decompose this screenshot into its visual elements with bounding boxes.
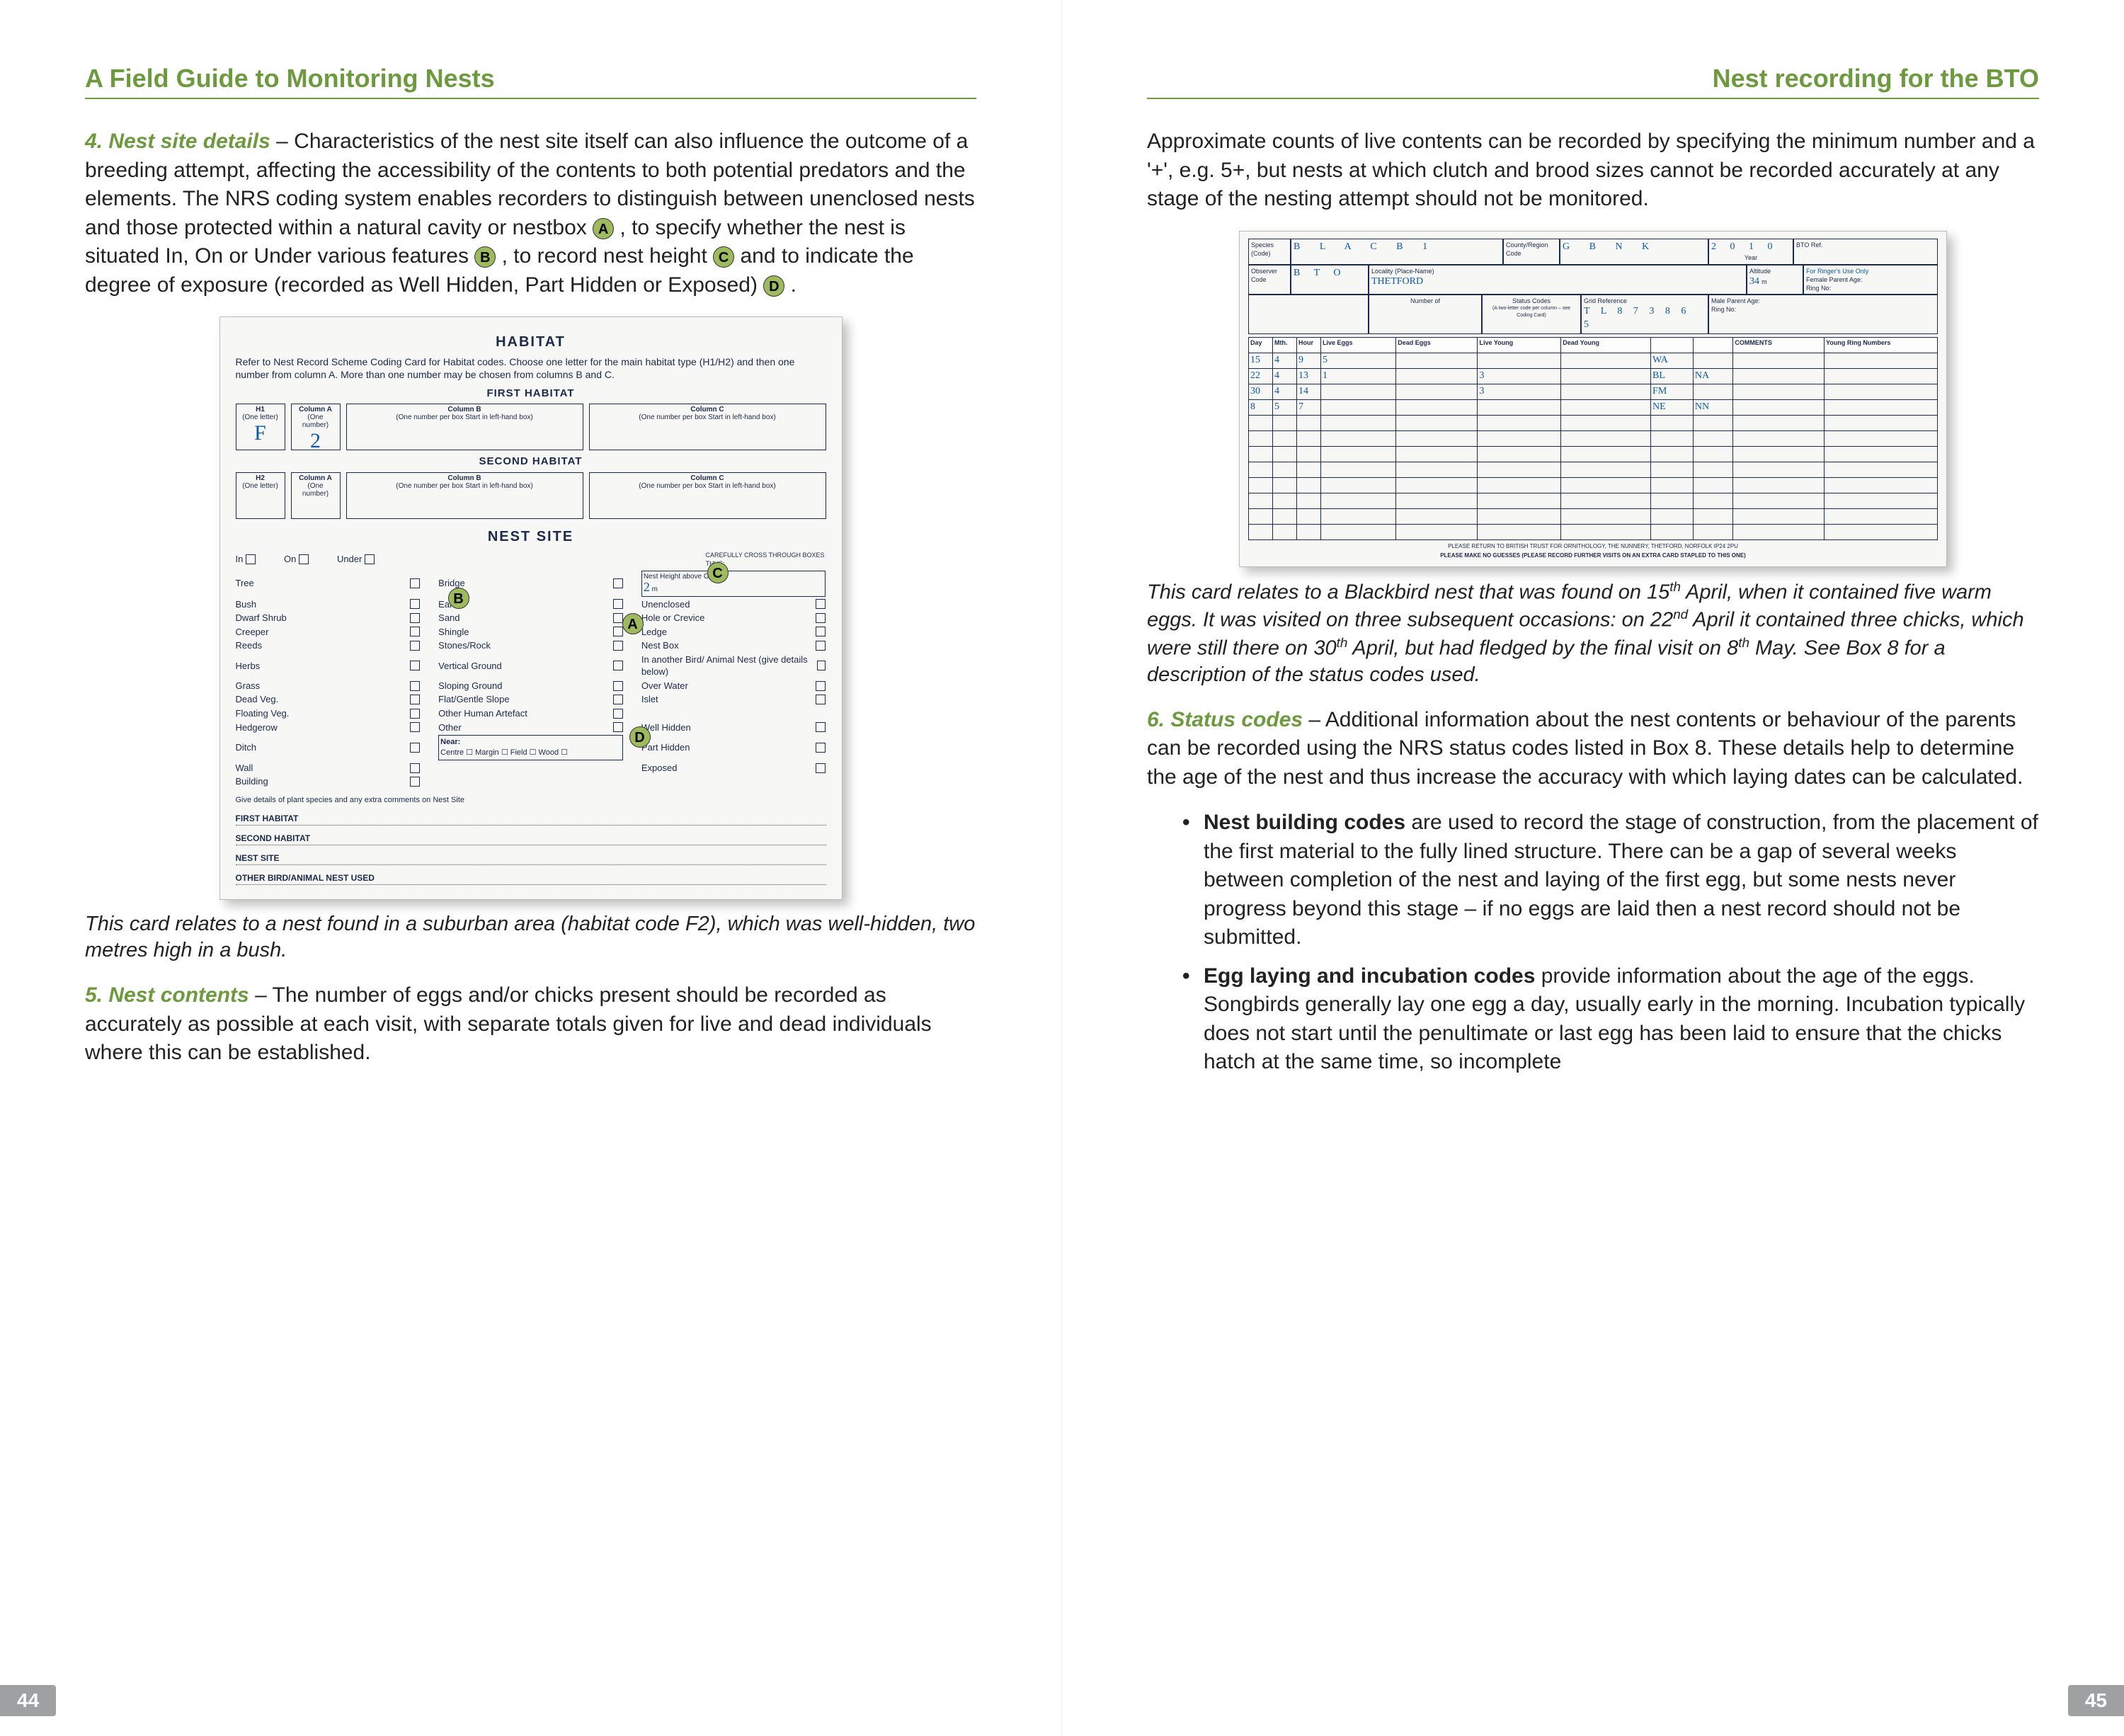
nest-col3-item: Exposed — [641, 762, 826, 775]
nest-col3-item: Well Hidden — [641, 721, 826, 734]
page-number-45: 45 — [2068, 1685, 2124, 1716]
nest-col1-item: Reeds — [236, 639, 421, 652]
nest-col1-item: Creeper — [236, 626, 421, 639]
nest-col2-item: Flat/Gentle Slope — [438, 693, 623, 706]
running-head-right: Nest recording for the BTO — [1147, 64, 2039, 99]
card1-nestsite-title: NEST SITE — [236, 527, 826, 547]
right-intro-para: Approximate counts of live contents can … — [1147, 127, 2039, 214]
card-marker-c: C — [707, 562, 729, 583]
nest-col1-item: Building — [236, 775, 421, 788]
nest-col2-item: Other — [438, 721, 623, 734]
page-45: Nest recording for the BTO Approximate c… — [1062, 0, 2124, 1736]
nest-col1-item: Ditch — [236, 735, 421, 760]
section-5-para: 5. Nest contents – The number of eggs an… — [85, 981, 976, 1068]
marker-c: C — [713, 246, 734, 268]
card2-caption: This card relates to a Blackbird nest th… — [1147, 578, 2039, 689]
nest-col1-item: Herbs — [236, 653, 421, 678]
nest-col3-item: Islet — [641, 693, 826, 706]
bullet-egg-laying: • Egg laying and incubation codes provid… — [1182, 962, 2039, 1077]
first-habitat-row: H1(One letter)F Column A(One number)2 Co… — [236, 404, 826, 450]
second-habitat-row: H2(One letter) Column A(One number) Colu… — [236, 472, 826, 519]
section-6-para: 6. Status codes – Additional information… — [1147, 706, 2039, 792]
visit-record-card: Species (Code) B L A C B 1 County/Region… — [1239, 231, 1947, 568]
marker-a: A — [593, 218, 614, 239]
nest-col1-item: Bush — [236, 598, 421, 611]
marker-b: B — [474, 246, 496, 268]
nest-col2-item: Shingle — [438, 626, 623, 639]
nest-col1-item: Dwarf Shrub — [236, 612, 421, 624]
card1-habitat-title: HABITAT — [236, 333, 826, 352]
nest-col1-item: Floating Veg. — [236, 707, 421, 720]
card-marker-a: A — [622, 613, 644, 634]
card-marker-b: B — [448, 588, 469, 609]
nest-col3-item: Unenclosed — [641, 598, 826, 611]
card1-caption: This card relates to a nest found in a s… — [85, 911, 976, 964]
card-marker-d: D — [629, 726, 651, 748]
nest-col1-item: Grass — [236, 680, 421, 692]
nest-site-grid: B A C D TreeBridgeNest Height above Grou… — [236, 571, 826, 788]
nest-col1-item: Hedgerow — [236, 721, 421, 734]
nest-col1-item: Tree — [236, 571, 421, 597]
section-6-lead: 6. Status codes — [1147, 708, 1303, 731]
marker-d: D — [763, 275, 784, 297]
nest-col2-item: Stones/Rock — [438, 639, 623, 652]
page-spread: A Field Guide to Monitoring Nests 4. Nes… — [0, 0, 2124, 1736]
nest-col3-item: In another Bird/ Animal Nest (give detai… — [641, 653, 826, 678]
card1-instr: Refer to Nest Record Scheme Coding Card … — [236, 356, 826, 381]
bullet-nest-building: • Nest building codes are used to record… — [1182, 809, 2039, 952]
nest-col1-item: Wall — [236, 762, 421, 775]
card2-footer2: PLEASE MAKE NO GUESSES (PLEASE RECORD FU… — [1248, 552, 1938, 559]
section-4-para: 4. Nest site details – Characteristics o… — [85, 127, 976, 299]
card2-footer1: PLEASE RETURN TO BRITISH TRUST FOR ORNIT… — [1248, 543, 1938, 550]
nest-col3-item: Ledge — [641, 626, 826, 639]
running-head-left: A Field Guide to Monitoring Nests — [85, 64, 976, 99]
section-4-lead: 4. Nest site details — [85, 130, 270, 153]
nest-col2-item: Sand — [438, 612, 623, 624]
nest-col3-item: Over Water — [641, 680, 826, 692]
section-5-lead: 5. Nest contents — [85, 983, 249, 1007]
visit-table: DayMth.HourLive EggsDead EggsLive YoungD… — [1248, 337, 1938, 540]
nest-col3-item: Hole or Crevice — [641, 612, 826, 624]
page-number-44: 44 — [0, 1685, 56, 1716]
nest-col3-item: Part Hidden — [641, 735, 826, 760]
page-44: A Field Guide to Monitoring Nests 4. Nes… — [0, 0, 1062, 1736]
nest-col3-item: Nest Box — [641, 639, 826, 652]
nest-col1-item: Dead Veg. — [236, 693, 421, 706]
habitat-nest-card: HABITAT Refer to Nest Record Scheme Codi… — [219, 316, 843, 900]
card1-second-habitat: SECOND HABITAT — [236, 455, 826, 469]
nest-col2-item: Other Human Artefact — [438, 707, 623, 720]
nest-col2-item: Vertical Ground — [438, 653, 623, 678]
nest-col2-item: Sloping Ground — [438, 680, 623, 692]
card1-first-habitat: FIRST HABITAT — [236, 387, 826, 401]
